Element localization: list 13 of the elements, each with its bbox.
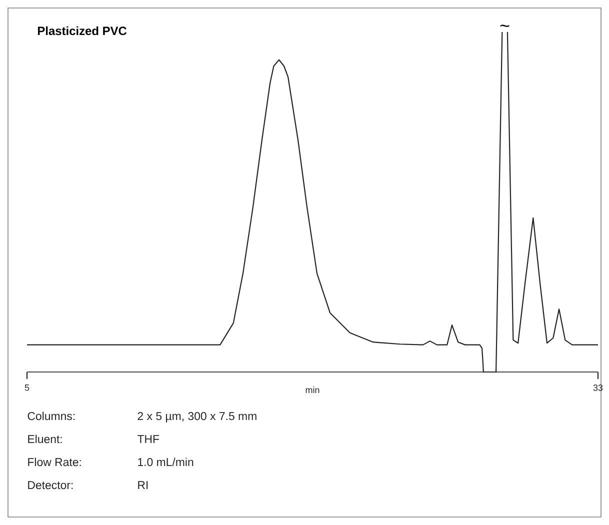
x-tick-label: 5: [24, 384, 30, 391]
text: Flow Rate:: [28, 458, 81, 466]
text: Detector:: [28, 481, 73, 490]
x-axis-title: min: [306, 386, 320, 394]
text: THF: [137, 435, 160, 444]
x-tick-label: 33: [593, 384, 603, 391]
chart-title: Plasticized PVC: [38, 26, 127, 36]
annotation: ~: [500, 24, 510, 27]
text: RI: [138, 481, 148, 490]
text: 1.0 mL/min: [138, 458, 194, 466]
text: Columns:: [28, 412, 75, 420]
text: 2 x 5 µm, 300 x 7.5 mm: [138, 412, 256, 422]
text: Eluent:: [28, 434, 62, 444]
